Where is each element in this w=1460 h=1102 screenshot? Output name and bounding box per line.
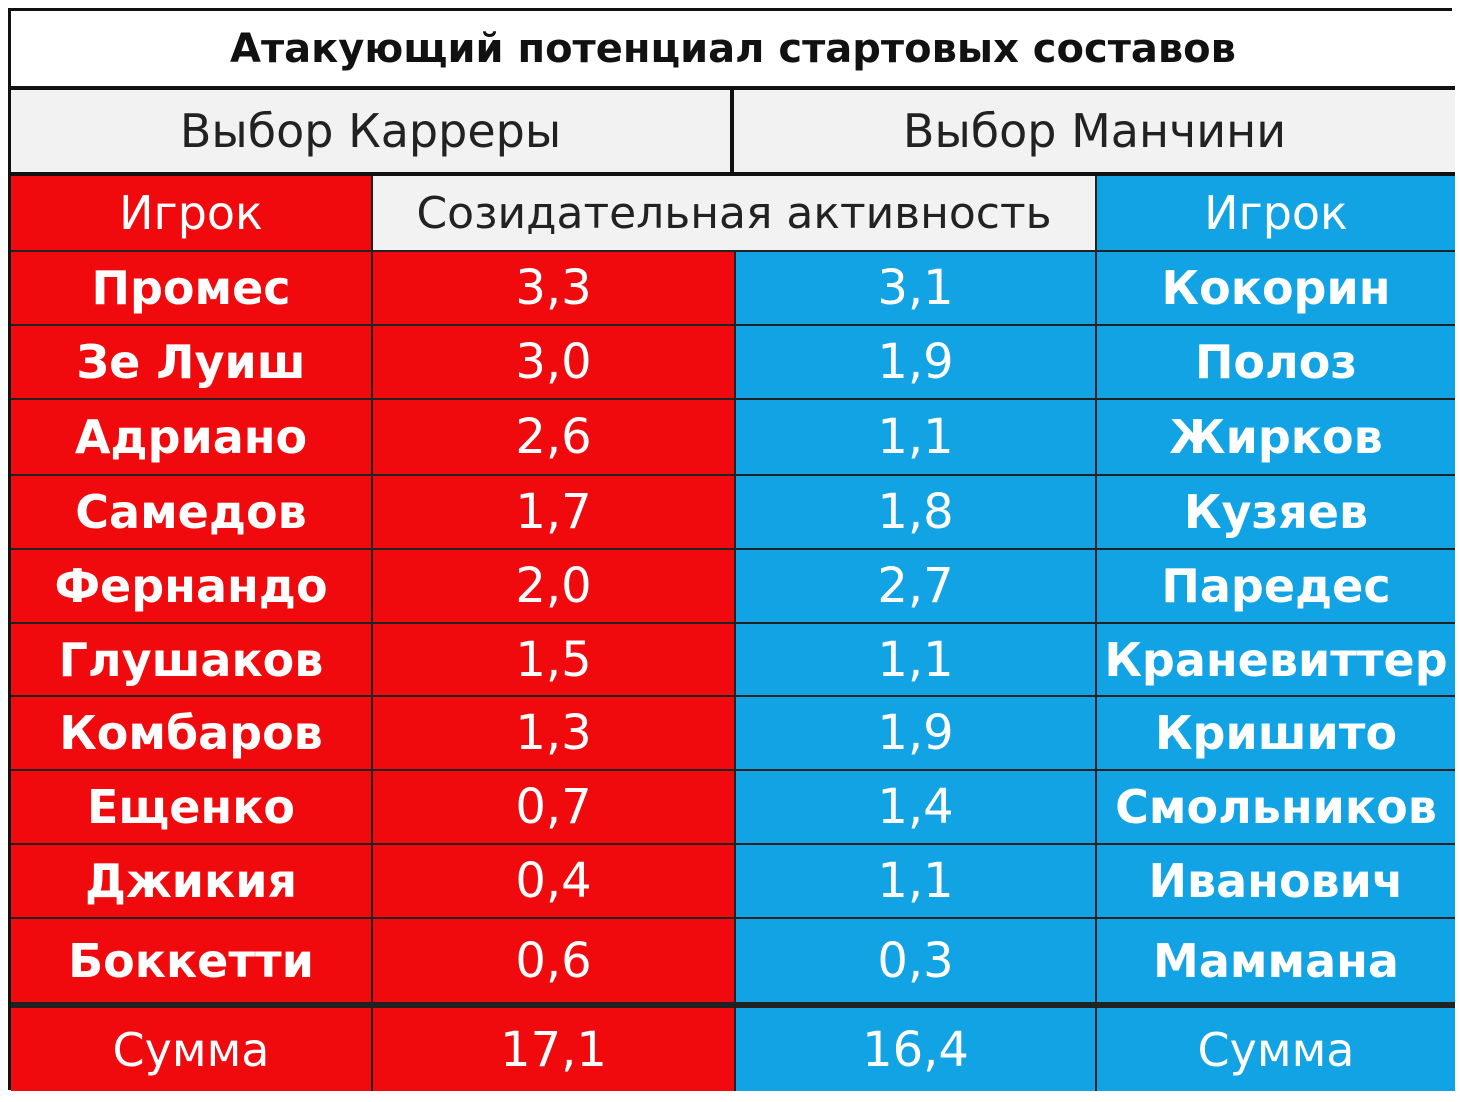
right-player-cell: Паредес (1095, 548, 1455, 622)
total-right-value: 16,4 (734, 1002, 1095, 1091)
left-player-cell: Комбаров (11, 695, 373, 769)
right-value-cell: 3,1 (734, 250, 1095, 324)
left-value-cell: 0,4 (373, 843, 734, 917)
left-value-cell: 2,0 (373, 548, 734, 622)
right-player-cell: Кузяев (1095, 474, 1455, 548)
choice-left-header: Выбор Карреры (11, 90, 734, 176)
left-player-cell: Адриано (11, 398, 373, 474)
left-value-cell: 2,6 (373, 398, 734, 474)
left-player-cell: Самедов (11, 474, 373, 548)
left-player-cell: Промес (11, 250, 373, 324)
right-value-cell: 1,9 (734, 324, 1095, 398)
table-title: Атакующий потенциал стартовых составов (11, 11, 1455, 90)
left-player-cell: Глушаков (11, 622, 373, 695)
right-value-cell: 1,4 (734, 769, 1095, 843)
total-left-label: Сумма (11, 1002, 373, 1091)
left-value-cell: 1,7 (373, 474, 734, 548)
right-value-cell: 1,9 (734, 695, 1095, 769)
right-player-column-header: Игрок (1095, 176, 1455, 250)
left-player-cell: Фернандо (11, 548, 373, 622)
left-value-cell: 3,0 (373, 324, 734, 398)
total-right-label: Сумма (1095, 1002, 1455, 1091)
right-value-cell: 1,1 (734, 843, 1095, 917)
comparison-table: Атакующий потенциал стартовых составов В… (8, 8, 1455, 1091)
left-value-cell: 1,5 (373, 622, 734, 695)
right-player-cell: Краневиттер (1095, 622, 1455, 695)
right-player-cell: Полоз (1095, 324, 1455, 398)
right-value-cell: 0,3 (734, 917, 1095, 1002)
right-value-cell: 1,8 (734, 474, 1095, 548)
left-value-cell: 1,3 (373, 695, 734, 769)
right-value-cell: 2,7 (734, 548, 1095, 622)
right-value-cell: 1,1 (734, 398, 1095, 474)
left-value-cell: 0,7 (373, 769, 734, 843)
right-value-cell: 1,1 (734, 622, 1095, 695)
right-player-cell: Маммана (1095, 917, 1455, 1002)
left-value-cell: 3,3 (373, 250, 734, 324)
left-player-column-header: Игрок (11, 176, 373, 250)
left-player-cell: Зе Луиш (11, 324, 373, 398)
right-player-cell: Кокорин (1095, 250, 1455, 324)
left-player-cell: Джикия (11, 843, 373, 917)
left-player-cell: Ещенко (11, 769, 373, 843)
left-value-cell: 0,6 (373, 917, 734, 1002)
right-player-cell: Иванович (1095, 843, 1455, 917)
right-player-cell: Жирков (1095, 398, 1455, 474)
right-player-cell: Смольников (1095, 769, 1455, 843)
left-player-cell: Боккетти (11, 917, 373, 1002)
choice-right-header: Выбор Манчини (734, 90, 1455, 176)
total-left-value: 17,1 (373, 1002, 734, 1091)
right-player-cell: Кришито (1095, 695, 1455, 769)
metric-column-header: Созидательная активность (373, 176, 1095, 250)
